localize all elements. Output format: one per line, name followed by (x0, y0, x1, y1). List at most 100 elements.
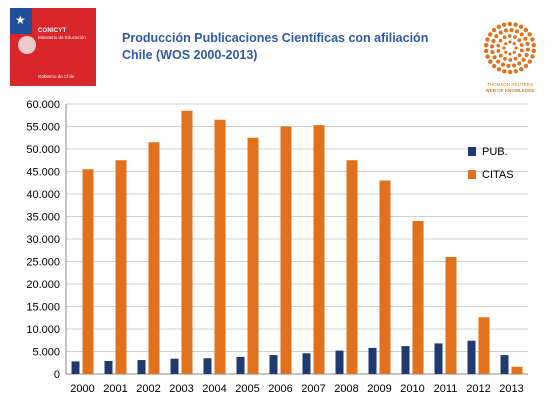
legend-label-1: CITAS (482, 169, 514, 181)
web-of-knowledge-logo: THOMSON REUTERS WEB OF KNOWLEDGE (470, 18, 550, 96)
wok-dot (512, 42, 516, 46)
chart-title-line-2: Chile (WOS 2000-2013) (122, 48, 258, 62)
x-tick-label: 2013 (499, 383, 523, 395)
wok-dot (490, 49, 495, 55)
wok-dot (517, 38, 522, 43)
bar-pub-2012 (467, 340, 476, 374)
bar-pub-2004 (203, 358, 212, 374)
bar-citas-2005 (247, 137, 259, 374)
wok-dot (489, 44, 495, 49)
bar-pub-2000 (71, 361, 80, 374)
y-tick-label: 20.000 (26, 279, 60, 291)
y-tick-label: 25.000 (26, 257, 60, 269)
bar-pub-2005 (236, 356, 245, 374)
wok-dot (488, 59, 493, 64)
wok-dot (507, 34, 512, 38)
wok-dot (519, 43, 524, 47)
wok-dot (504, 50, 508, 54)
wok-dot (513, 56, 518, 61)
wok-dot (508, 58, 513, 62)
y-tick-label: 60.000 (26, 99, 60, 111)
y-tick-label: 0 (54, 369, 60, 381)
bar-citas-2010 (412, 221, 424, 374)
wok-dot (517, 53, 522, 58)
y-tick-label: 15.000 (26, 302, 60, 314)
x-tick-label: 2006 (268, 383, 292, 395)
wok-dot (525, 41, 530, 47)
wok-dot (512, 50, 516, 54)
wok-dot (531, 48, 537, 53)
wok-dot (502, 35, 507, 40)
flag-star-icon: ★ (15, 13, 26, 27)
legend-label-0: PUB. (482, 146, 508, 158)
wok-dot (485, 54, 490, 59)
bar-pub-2007 (302, 353, 311, 374)
wok-dot (507, 69, 513, 75)
wok-logo-line-2: WEB OF KNOWLEDGE (485, 88, 535, 93)
wok-dot (523, 27, 529, 33)
bar-citas-2007 (313, 125, 325, 375)
flag-blue-field (10, 8, 32, 34)
bar-citas-2011 (445, 257, 457, 374)
wok-dot (491, 63, 497, 69)
conicyt-logo: ★ CONICYT Ministerio de Educación Gobier… (10, 8, 96, 86)
bar-citas-2003 (181, 110, 193, 374)
x-tick-label: 2007 (301, 383, 325, 395)
wok-dot (523, 36, 528, 41)
logo-subtitle: Ministerio de Educación (38, 35, 86, 40)
bar-pub-2009 (368, 347, 377, 374)
wok-dot (496, 59, 501, 64)
wok-dot (525, 47, 531, 52)
bar-citas-2004 (214, 119, 226, 374)
y-tick-label: 50.000 (26, 144, 60, 156)
bar-citas-2006 (280, 126, 292, 374)
emblem-icon (18, 36, 36, 54)
x-tick-label: 2008 (334, 383, 358, 395)
legend-swatch-1 (468, 170, 476, 179)
wok-dot (530, 37, 535, 42)
y-tick-label: 40.000 (26, 189, 60, 201)
wok-dot (502, 46, 506, 50)
bar-pub-2003 (170, 358, 179, 374)
wok-dot (524, 52, 529, 58)
wok-dot (513, 22, 518, 27)
x-tick-label: 2002 (136, 383, 160, 395)
x-tick-label: 2001 (103, 383, 127, 395)
y-tick-label: 55.000 (26, 122, 60, 134)
bar-pub-2006 (269, 355, 278, 374)
wok-dot (530, 54, 535, 59)
wok-dot (514, 29, 520, 34)
wok-dot (514, 46, 518, 50)
wok-dot (498, 53, 503, 58)
logo-government: Gobierno de Chile (38, 74, 75, 79)
wok-dot (487, 32, 493, 37)
x-tick-label: 2004 (202, 383, 226, 395)
wok-dot (503, 57, 507, 61)
bar-pub-2013 (500, 355, 509, 374)
bar-citas-2008 (346, 160, 358, 374)
y-tick-label: 35.000 (26, 212, 60, 224)
wok-dot (511, 63, 517, 68)
bar-citas-2012 (478, 317, 490, 374)
bar-citas-2000 (82, 169, 94, 374)
wok-dot (483, 43, 489, 48)
bar-citas-2013 (511, 366, 523, 374)
wok-dot (519, 32, 524, 37)
wok-dots-icon (483, 21, 537, 75)
wok-dot (492, 55, 497, 60)
wok-logo-line-1: THOMSON REUTERS (487, 82, 533, 87)
wok-dot (517, 61, 522, 66)
bar-pub-2008 (335, 350, 344, 374)
wok-dot (503, 28, 509, 33)
wok-dot (496, 67, 502, 72)
bar-pub-2001 (104, 360, 113, 374)
bar-citas-2001 (115, 160, 127, 374)
wok-dot (485, 37, 490, 42)
chart-title-line-1: Producción Publicaciones Científicas con… (122, 31, 429, 45)
wok-dot (527, 32, 532, 37)
y-tick-label: 5.000 (32, 347, 60, 359)
wok-dot (513, 35, 517, 39)
wok-dot (502, 69, 507, 74)
